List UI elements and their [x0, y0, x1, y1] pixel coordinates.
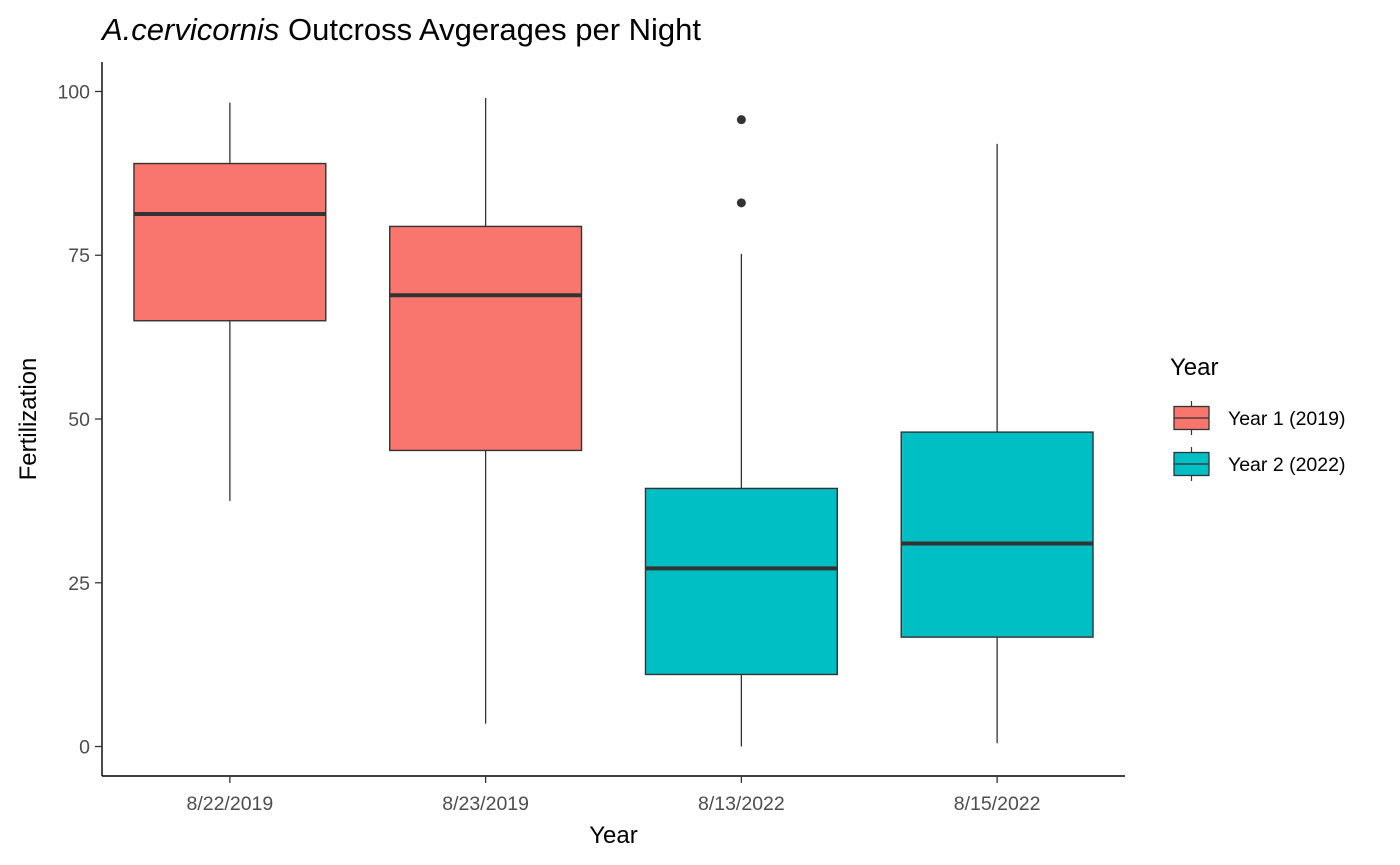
box-iqr	[389, 225, 583, 452]
y-tick-label: 50	[68, 409, 90, 431]
box-2	[389, 98, 583, 724]
legend-label: Year 2 (2022)	[1228, 454, 1345, 476]
x-tick-label: 8/23/2019	[442, 793, 529, 815]
legend-entries: Year 1 (2019) Year 2 (2022)	[1173, 401, 1345, 481]
chart-title-italic: A.cervicornis	[100, 12, 279, 47]
x-tick-label: 8/13/2022	[698, 793, 785, 815]
plot-area	[133, 98, 1094, 747]
box-iqr	[644, 487, 838, 676]
chart-title-rest: Outcross Avgerages per Night	[279, 12, 701, 47]
y-tick-label: 0	[79, 737, 90, 759]
outlier-point	[736, 198, 746, 208]
box-3	[644, 115, 838, 747]
legend-label: Year 1 (2019)	[1228, 408, 1345, 430]
y-axis-title: Fertilization	[15, 358, 42, 481]
box-1	[133, 102, 327, 501]
box-iqr	[900, 431, 1094, 638]
y-axis-ticks: 0 25 50 75 100	[57, 81, 102, 759]
x-tick-label: 8/22/2019	[186, 793, 273, 815]
chart-title: A.cervicornis Outcross Avgerages per Nig…	[100, 12, 701, 47]
legend: Year Year 1 (2019) Year 2 (2022)	[1170, 354, 1345, 481]
y-tick-label: 100	[57, 81, 90, 103]
legend-entry: Year 2 (2022)	[1173, 447, 1345, 481]
outlier-point	[736, 115, 746, 125]
x-tick-label: 8/15/2022	[954, 793, 1041, 815]
x-axis-ticks: 8/22/2019 8/23/2019 8/13/2022 8/15/2022	[186, 776, 1041, 815]
y-tick-label: 25	[68, 573, 90, 595]
box-iqr	[133, 162, 327, 322]
box-4	[900, 143, 1094, 744]
x-axis-title: Year	[589, 822, 638, 849]
y-tick-label: 75	[68, 245, 90, 267]
legend-title: Year	[1170, 354, 1219, 381]
legend-entry: Year 1 (2019)	[1173, 401, 1345, 435]
